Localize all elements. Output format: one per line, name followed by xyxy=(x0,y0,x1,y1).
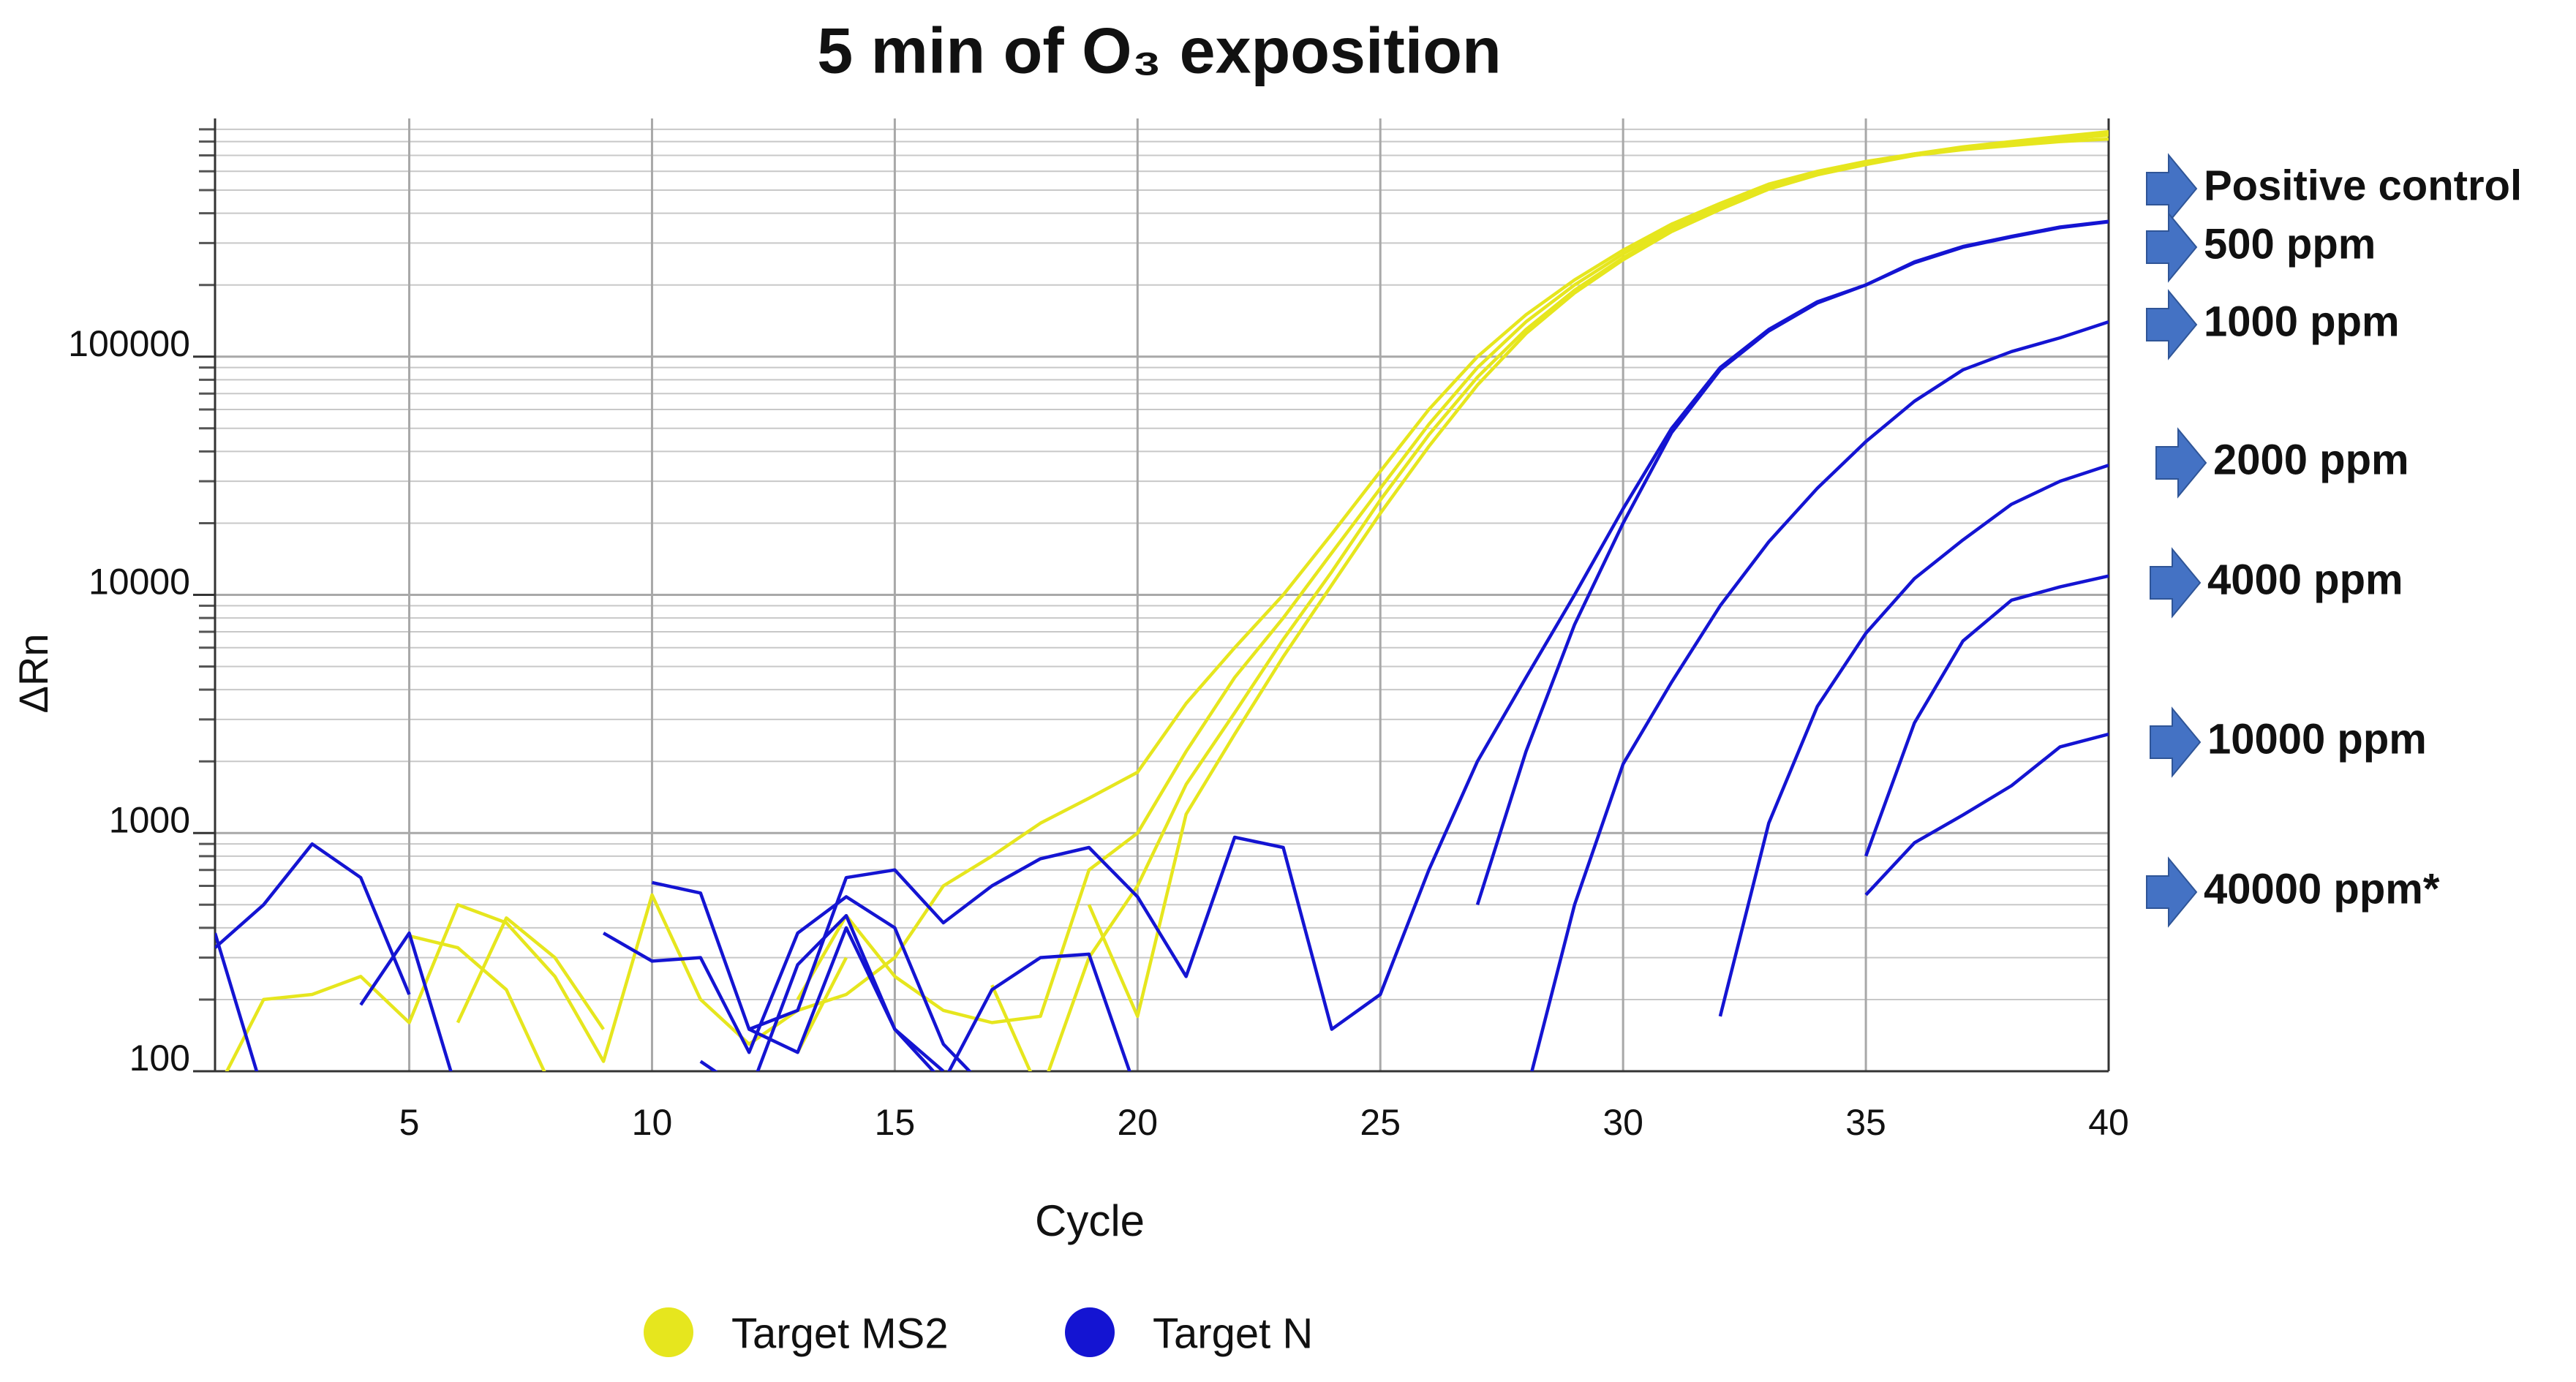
y-tick-label: 1000 xyxy=(109,799,190,840)
x-tick-label: 25 xyxy=(1360,1102,1401,1143)
amplification-curve xyxy=(456,131,2109,1071)
annotation-label: 4000 ppm xyxy=(2207,556,2403,603)
legend-marker xyxy=(644,1307,693,1357)
amplification-curve xyxy=(602,220,2109,1071)
legend-label: Target N xyxy=(1153,1310,1313,1357)
annotation-arrow xyxy=(2150,547,2202,619)
annotation-arrow xyxy=(2146,856,2198,928)
x-tick-label: 15 xyxy=(875,1102,916,1143)
x-tick-label: 30 xyxy=(1603,1102,1643,1143)
annotation-label: 40000 ppm* xyxy=(2204,865,2440,913)
annotation-label: Positive control xyxy=(2204,162,2522,209)
x-tick-label: 40 xyxy=(2088,1102,2129,1143)
x-axis-label: Cycle xyxy=(1035,1196,1145,1245)
y-axis-label: ΔRn xyxy=(10,634,56,714)
amplification-curve xyxy=(215,219,2109,1031)
chart-title: 5 min of O₃ exposition xyxy=(817,14,1501,86)
x-tick-label: 10 xyxy=(632,1102,673,1143)
plot-lines xyxy=(215,129,2109,1071)
amplification-curve xyxy=(1864,732,2109,896)
amplification-curve xyxy=(215,320,2109,1071)
annotation-arrow xyxy=(2146,153,2198,224)
y-tick-label: 10000 xyxy=(88,562,190,603)
amplification-curve xyxy=(748,464,2109,1071)
y-tick-label: 100 xyxy=(129,1038,190,1079)
annotation-label: 10000 ppm xyxy=(2207,715,2427,763)
annotation-arrow xyxy=(2155,427,2207,499)
amplification-curve xyxy=(408,137,2109,1071)
x-tick-label: 5 xyxy=(399,1102,420,1143)
x-tick-label: 20 xyxy=(1117,1102,1158,1143)
annotation-arrow xyxy=(2146,289,2198,360)
legend-label: Target MS2 xyxy=(731,1310,949,1357)
y-tick-label: 100000 xyxy=(68,323,190,364)
grid xyxy=(193,118,2110,1073)
x-tick-label: 35 xyxy=(1845,1102,1886,1143)
amplification-curve xyxy=(225,133,2109,1071)
annotation-label: 500 ppm xyxy=(2204,220,2376,268)
annotation-arrow xyxy=(2150,706,2202,778)
legend-marker xyxy=(1065,1307,1115,1357)
annotation-arrow xyxy=(2146,211,2198,283)
annotation-label: 2000 ppm xyxy=(2213,436,2409,483)
amplification-curve xyxy=(1864,574,2109,857)
amplification-curve xyxy=(1087,129,2109,1019)
annotation-label: 1000 ppm xyxy=(2204,298,2400,345)
